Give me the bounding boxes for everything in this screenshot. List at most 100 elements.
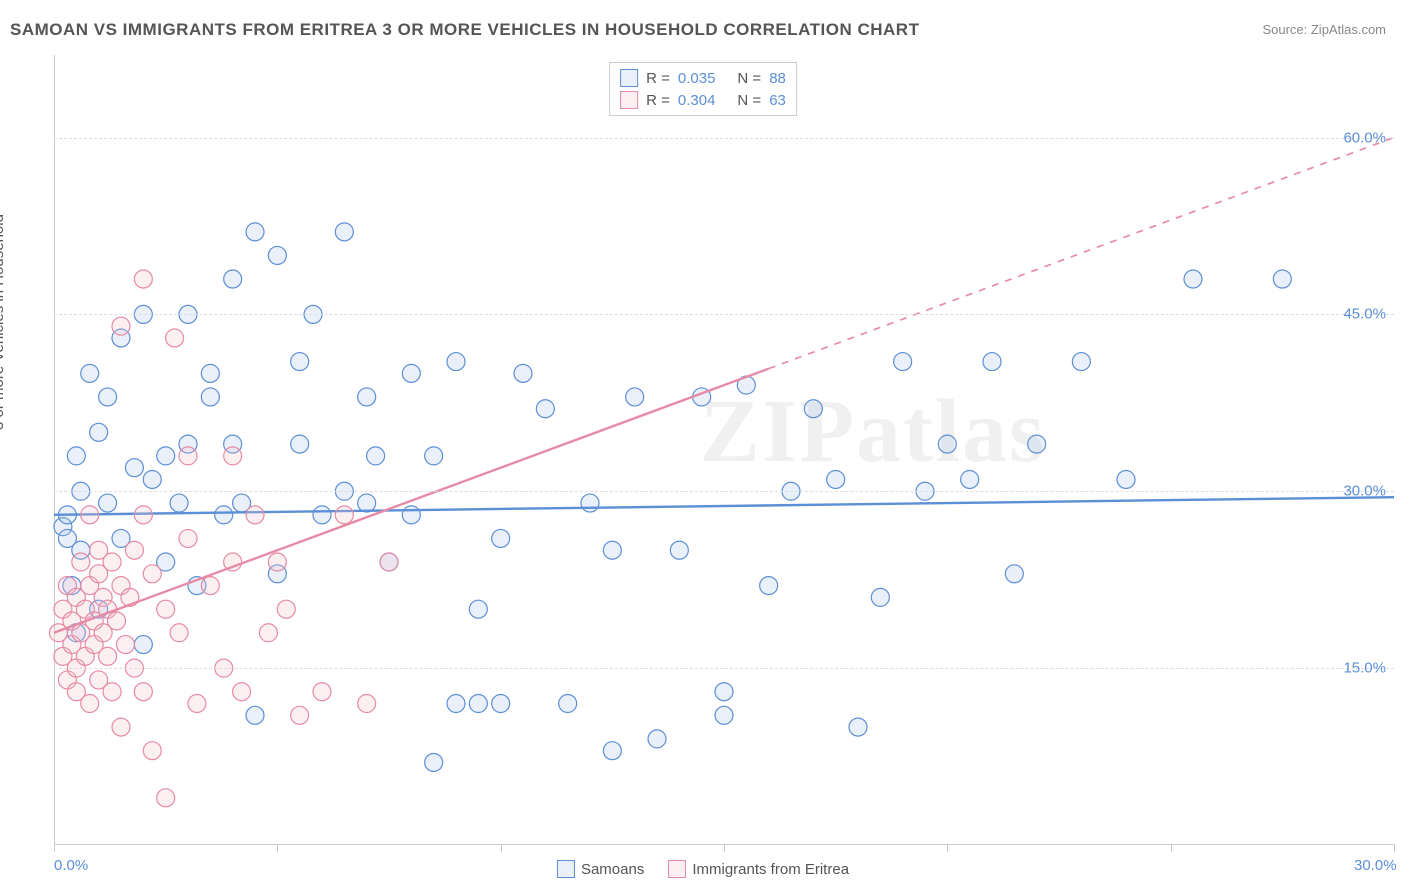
data-point [246, 706, 264, 724]
data-point [358, 494, 376, 512]
data-point [179, 529, 197, 547]
data-point [277, 600, 295, 618]
data-point [112, 718, 130, 736]
data-point [291, 435, 309, 453]
n-label: N = [737, 92, 761, 109]
x-tick [1394, 844, 1395, 852]
data-point [536, 400, 554, 418]
data-point [201, 388, 219, 406]
data-point [849, 718, 867, 736]
data-point [492, 529, 510, 547]
grid-line [54, 314, 1394, 315]
data-point [246, 223, 264, 241]
data-point [103, 683, 121, 701]
data-point [81, 506, 99, 524]
data-point [1273, 270, 1291, 288]
data-point [358, 388, 376, 406]
grid-line [54, 491, 1394, 492]
data-point [143, 742, 161, 760]
y-tick-label: 30.0% [1343, 483, 1386, 500]
data-point [291, 706, 309, 724]
data-point [983, 353, 1001, 371]
data-point [894, 353, 912, 371]
data-point [1117, 470, 1135, 488]
data-point [380, 553, 398, 571]
data-point [170, 624, 188, 642]
data-point [603, 541, 621, 559]
data-point [402, 364, 420, 382]
data-point [425, 753, 443, 771]
data-point [715, 683, 733, 701]
legend-series-label: Samoans [581, 861, 644, 878]
data-point [201, 364, 219, 382]
data-point [603, 742, 621, 760]
legend-series: SamoansImmigrants from Eritrea [557, 860, 849, 878]
data-point [134, 506, 152, 524]
data-point [514, 364, 532, 382]
scatter-plot-svg [54, 55, 1394, 845]
legend-swatch [557, 860, 575, 878]
legend-swatch [668, 860, 686, 878]
data-point [157, 447, 175, 465]
data-point [108, 612, 126, 630]
data-point [1184, 270, 1202, 288]
n-value: 63 [769, 92, 786, 109]
data-point [166, 329, 184, 347]
data-point [1072, 353, 1090, 371]
data-point [134, 683, 152, 701]
legend-swatch [620, 69, 638, 87]
legend-correlation-row: R = 0.035 N = 88 [620, 67, 786, 89]
data-point [1005, 565, 1023, 583]
data-point [67, 447, 85, 465]
legend-correlation-row: R = 0.304N = 63 [620, 89, 786, 111]
data-point [313, 683, 331, 701]
r-label: R = [646, 92, 670, 109]
data-point [112, 317, 130, 335]
data-point [81, 364, 99, 382]
data-point [760, 577, 778, 595]
data-point [402, 506, 420, 524]
data-point [469, 695, 487, 713]
y-tick-label: 60.0% [1343, 129, 1386, 146]
data-point [648, 730, 666, 748]
data-point [233, 683, 251, 701]
x-tick [724, 844, 725, 852]
data-point [224, 270, 242, 288]
n-label: N = [737, 70, 761, 87]
data-point [201, 577, 219, 595]
data-point [246, 506, 264, 524]
data-point [367, 447, 385, 465]
data-point [259, 624, 277, 642]
data-point [170, 494, 188, 512]
trend-line [54, 369, 769, 633]
data-point [961, 470, 979, 488]
data-point [224, 447, 242, 465]
data-point [268, 246, 286, 264]
y-axis-label: 3 or more Vehicles in Household [0, 214, 7, 430]
n-value: 88 [769, 70, 786, 87]
data-point [99, 494, 117, 512]
data-point [469, 600, 487, 618]
trend-line-extrapolated [769, 138, 1394, 369]
x-tick [501, 844, 502, 852]
data-point [103, 553, 121, 571]
data-point [447, 353, 465, 371]
r-value: 0.035 [678, 70, 716, 87]
data-point [626, 388, 644, 406]
x-tick [277, 844, 278, 852]
data-point [81, 695, 99, 713]
data-point [215, 506, 233, 524]
data-point [143, 565, 161, 583]
x-tick [54, 844, 55, 852]
data-point [335, 223, 353, 241]
data-point [125, 541, 143, 559]
data-point [447, 695, 465, 713]
r-label: R = [646, 70, 670, 87]
data-point [425, 447, 443, 465]
grid-line [54, 668, 1394, 669]
data-point [559, 695, 577, 713]
data-point [179, 447, 197, 465]
data-point [581, 494, 599, 512]
data-point [134, 270, 152, 288]
legend-swatch [620, 91, 638, 109]
